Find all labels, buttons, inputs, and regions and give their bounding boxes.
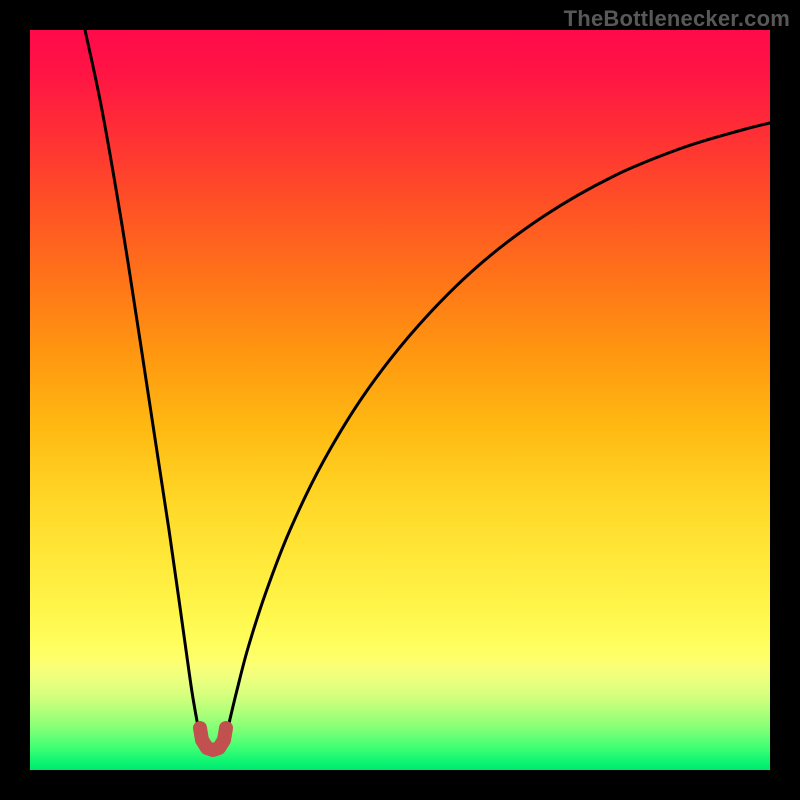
background-gradient-rect xyxy=(30,30,770,770)
plot-svg xyxy=(30,30,770,770)
plot-area xyxy=(30,30,770,770)
watermark-text: TheBottlenecker.com xyxy=(564,6,790,32)
chart-container: TheBottlenecker.com xyxy=(0,0,800,800)
